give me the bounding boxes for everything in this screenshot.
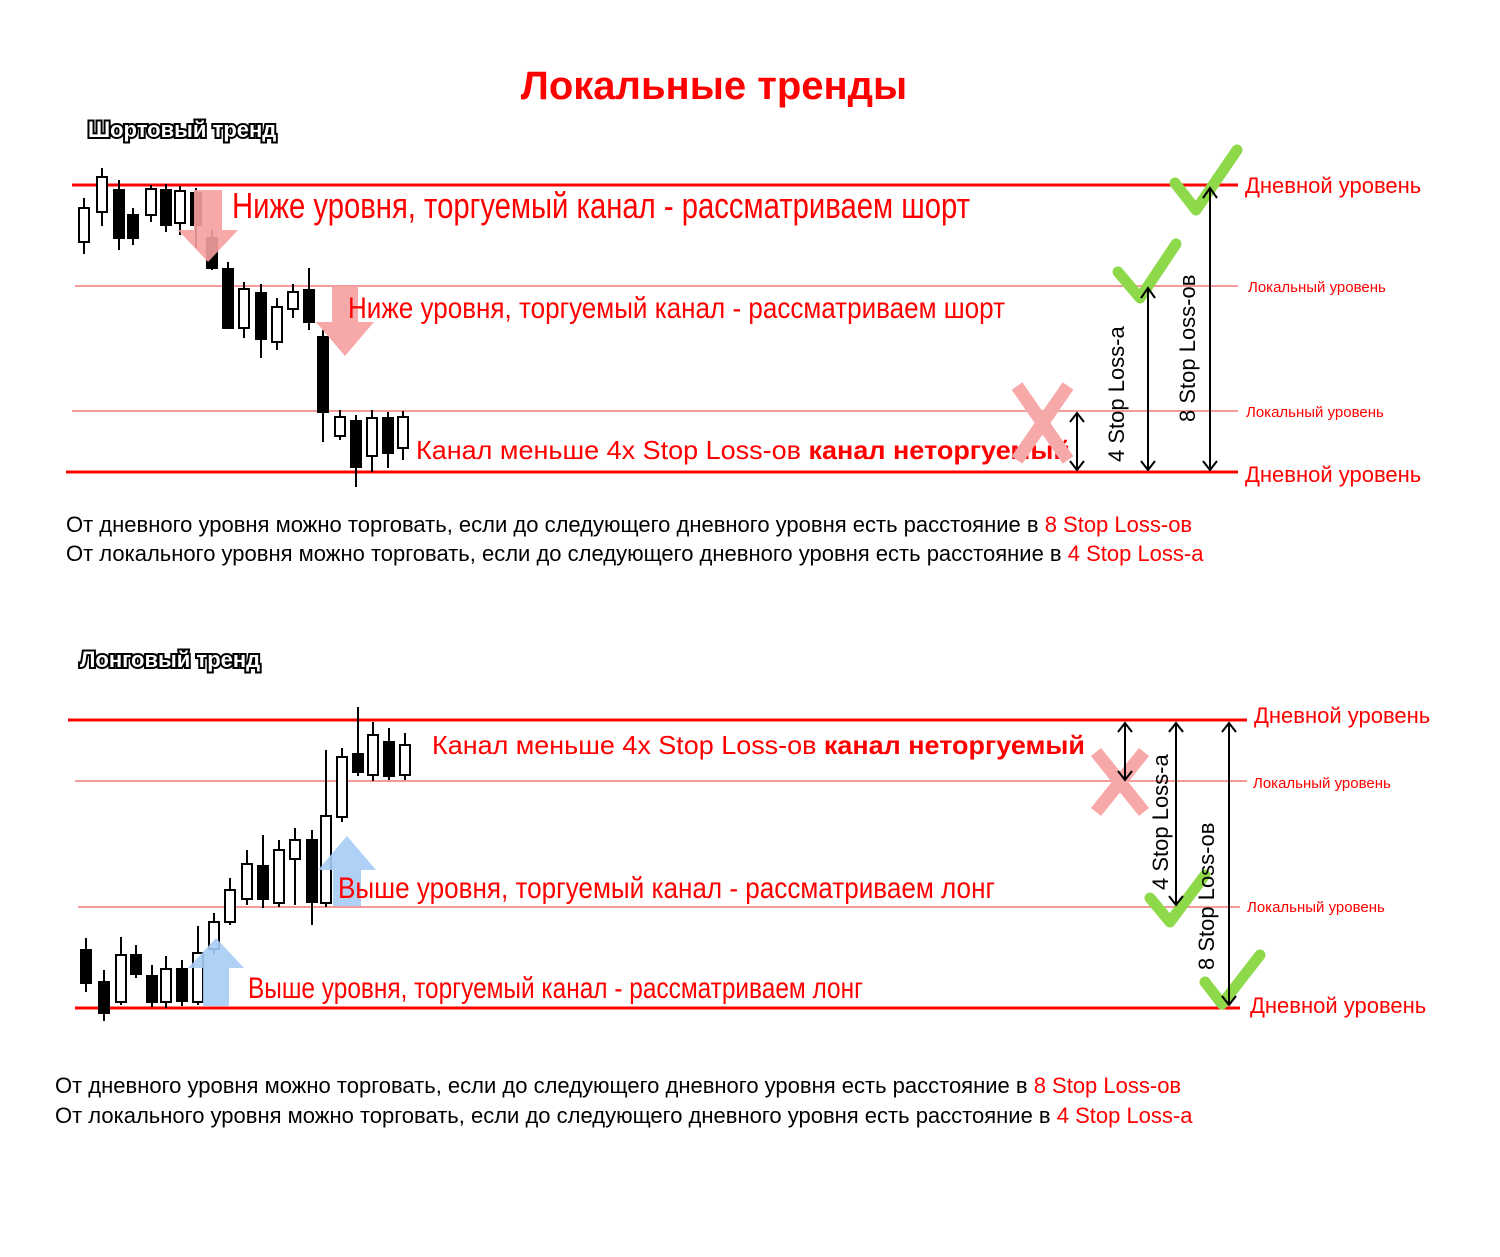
long-cross-icon (1090, 747, 1150, 817)
candle (255, 284, 267, 358)
candle (238, 282, 250, 338)
short-cross-icon (1011, 382, 1074, 464)
long-candles (80, 707, 411, 1021)
long-measure-four-label: 4 Stop Loss-a (1148, 753, 1173, 890)
long-measure-eight-label: 8 Stop Loss-ов (1194, 823, 1219, 970)
candle (383, 728, 395, 780)
short-measure-small (1069, 411, 1085, 472)
candle (352, 707, 364, 776)
candle (334, 410, 346, 440)
candle (96, 168, 108, 226)
long-level-label-local-lower: Локальный уровень (1247, 899, 1385, 916)
candle (78, 198, 90, 254)
long-measure-four (1168, 721, 1184, 907)
candle (127, 208, 139, 245)
candle (98, 970, 110, 1021)
long-level-label-daily-bottom: Дневной уровень (1250, 993, 1426, 1018)
long-rule-1: От дневного уровня можно торговать, если… (55, 1073, 1181, 1098)
long-level-label-daily-top: Дневной уровень (1254, 703, 1430, 728)
long-check-icon-local (1144, 869, 1211, 928)
long-measure-small (1117, 721, 1133, 782)
short-heading: Шортовый тренд (88, 117, 276, 142)
long-levels (68, 718, 1247, 1010)
long-level-label-local-upper: Локальный уровень (1253, 775, 1391, 792)
candle (350, 415, 362, 487)
candle (174, 186, 186, 235)
candle (146, 965, 158, 1007)
short-annotation-third-normal: Канал меньше 4х Stop Loss-ов (416, 435, 809, 465)
candle (145, 185, 157, 222)
candle (271, 298, 283, 350)
long-annotation-bottom: Выше уровня, торгуемый канал - рассматри… (248, 972, 863, 1005)
candle (80, 938, 92, 992)
long-annotation-top-bold: канал неторгуемый (824, 730, 1085, 760)
long-annotation-top-normal: Канал меньше 4х Stop Loss-ов (432, 730, 824, 760)
candle (241, 850, 253, 905)
candle (366, 410, 378, 472)
short-annotation-second: Ниже уровня, торгуемый канал - рассматри… (348, 292, 1005, 325)
candle (336, 748, 348, 822)
short-level-label-daily-bottom: Дневной уровень (1245, 462, 1421, 487)
candle (160, 956, 172, 1008)
short-level-label-local-lower: Локальный уровень (1246, 404, 1384, 421)
candle (367, 722, 379, 781)
short-rule-2: От локального уровня можно торговать, ес… (66, 541, 1204, 566)
long-rule-2: От локального уровня можно торговать, ес… (55, 1103, 1193, 1128)
short-level-label-local-upper: Локальный уровень (1248, 279, 1386, 296)
candle (397, 411, 409, 460)
candle (130, 945, 142, 978)
long-up-arrow-lower (188, 938, 244, 1006)
short-rule-1: От дневного уровня можно торговать, если… (66, 512, 1192, 537)
candle (289, 828, 301, 905)
short-annotation-first: Ниже уровня, торгуемый канал - рассматри… (232, 185, 970, 226)
long-check-icon-daily (1199, 949, 1266, 1010)
candle (399, 733, 411, 780)
candle (273, 840, 285, 907)
short-measure-eight-label: 8 Stop Loss-ов (1175, 275, 1200, 422)
candle (176, 960, 188, 1006)
short-down-arrow-2 (316, 286, 374, 356)
candle (113, 180, 125, 250)
short-measure-eight (1202, 186, 1218, 472)
short-check-icon-local (1112, 238, 1182, 304)
long-heading: Лонговый тренд (80, 647, 260, 672)
short-check-icon-top (1169, 144, 1243, 216)
short-levels (66, 183, 1238, 474)
candle (224, 878, 236, 925)
candle (303, 268, 315, 330)
short-down-arrow-1 (178, 190, 238, 262)
long-up-arrow-upper (318, 836, 376, 906)
short-annotation-third: Канал меньше 4х Stop Loss-ов канал нетор… (416, 435, 1070, 465)
short-level-label-daily-top: Дневной уровень (1245, 173, 1421, 198)
candle (287, 284, 299, 318)
long-annotation-middle: Выше уровня, торгуемый канал - рассматри… (338, 872, 995, 905)
candle (115, 937, 127, 1005)
long-measure-eight (1221, 721, 1237, 1007)
candle (382, 412, 394, 468)
short-measure-four (1140, 286, 1156, 472)
candle (317, 330, 329, 442)
candle (257, 835, 269, 908)
short-measure-four-label: 4 Stop Loss-a (1104, 325, 1129, 462)
candle (320, 750, 332, 907)
page-title: Локальные тренды (521, 64, 907, 108)
candle (160, 184, 172, 232)
candle (222, 262, 234, 329)
long-annotation-top: Канал меньше 4х Stop Loss-ов канал нетор… (432, 730, 1085, 760)
candle (306, 830, 318, 925)
